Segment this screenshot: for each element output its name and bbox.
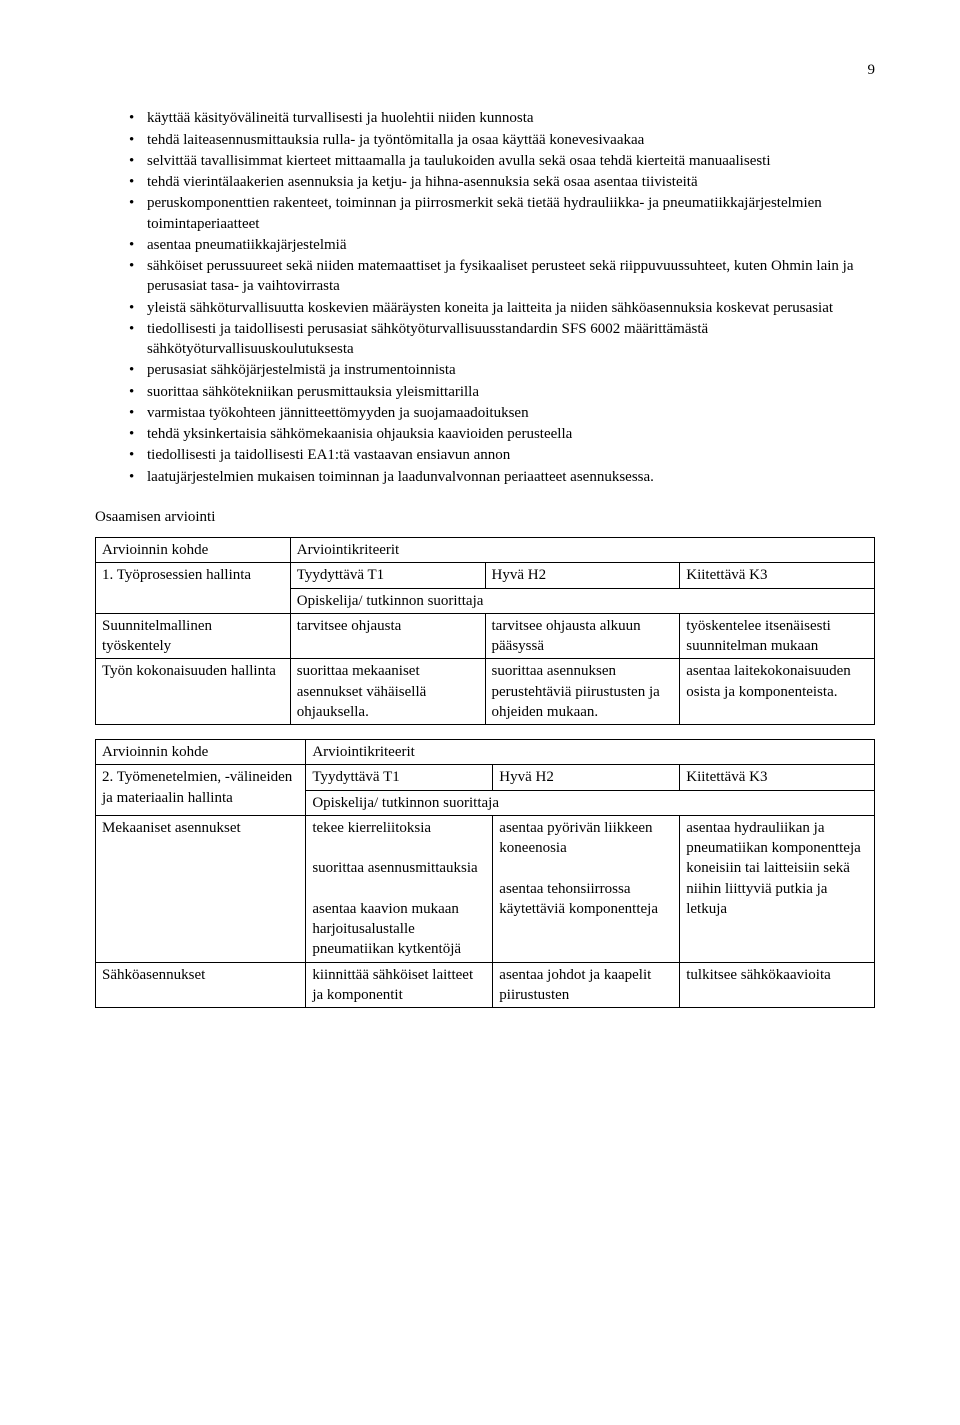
table-cell: 1. Työprosessien hallinta: [96, 563, 291, 614]
table-cell: kiinnittää sähköiset laitteet ja kompone…: [306, 962, 493, 1008]
list-item: tiedollisesti ja taidollisesti perusasia…: [129, 319, 875, 360]
list-item: laatujärjestelmien mukaisen toiminnan ja…: [129, 467, 875, 487]
table-cell: Kiitettävä K3: [680, 765, 875, 790]
list-item: tiedollisesti ja taidollisesti EA1:tä va…: [129, 445, 875, 465]
table-cell: Tyydyttävä T1: [306, 765, 493, 790]
list-item: yleistä sähköturvallisuutta koskevien mä…: [129, 298, 875, 318]
page-number: 9: [95, 60, 875, 80]
table-cell: Arvioinnin kohde: [96, 740, 306, 765]
table-cell: Työn kokonaisuuden hallinta: [96, 659, 291, 725]
table-cell: tulkitsee sähkökaavioita: [680, 962, 875, 1008]
list-item: tehdä laiteasennusmittauksia rulla- ja t…: [129, 130, 875, 150]
list-item: tehdä yksinkertaisia sähkömekaanisia ohj…: [129, 424, 875, 444]
list-item: käyttää käsityövälineitä turvallisesti j…: [129, 108, 875, 128]
table-cell: Hyvä H2: [485, 563, 680, 588]
table-cell: Kiitettävä K3: [680, 563, 875, 588]
table-cell: suorittaa asennuksen perustehtäviä piiru…: [485, 659, 680, 725]
list-item: perusasiat sähköjärjestelmistä ja instru…: [129, 360, 875, 380]
table-cell: Arvioinnin kohde: [96, 538, 291, 563]
table-cell: Hyvä H2: [493, 765, 680, 790]
table-cell: asentaa laitekokonaisuuden osista ja kom…: [680, 659, 875, 725]
table-cell: työskentelee itsenäisesti suunnitelman m…: [680, 613, 875, 659]
list-item: selvittää tavallisimmat kierteet mittaam…: [129, 151, 875, 171]
table-cell: asentaa hydrauliikan ja pneumatiikan kom…: [680, 815, 875, 962]
table-cell: Tyydyttävä T1: [290, 563, 485, 588]
table-cell: Opiskelija/ tutkinnon suorittaja: [290, 588, 874, 613]
list-item: tehdä vierintälaakerien asennuksia ja ke…: [129, 172, 875, 192]
table-cell: asentaa pyörivän liikkeen koneenosia ase…: [493, 815, 680, 962]
bullet-list: käyttää käsityövälineitä turvallisesti j…: [95, 108, 875, 487]
assessment-table-2: Arvioinnin kohde Arviointikriteerit 2. T…: [95, 739, 875, 1008]
table-cell: suorittaa mekaaniset asennukset vähäisel…: [290, 659, 485, 725]
list-item: asentaa pneumatiikkajärjestelmiä: [129, 235, 875, 255]
list-item: peruskomponenttien rakenteet, toiminnan …: [129, 193, 875, 234]
table-cell: Mekaaniset asennukset: [96, 815, 306, 962]
list-item: sähköiset perussuureet sekä niiden matem…: [129, 256, 875, 297]
assessment-table-1: Arvioinnin kohde Arviointikriteerit 1. T…: [95, 537, 875, 725]
assessment-heading: Osaamisen arviointi: [95, 507, 875, 527]
table-cell: Opiskelija/ tutkinnon suorittaja: [306, 790, 875, 815]
table-cell: tekee kierreliitoksia suorittaa asennusm…: [306, 815, 493, 962]
table-cell: Suunnitelmallinen työskentely: [96, 613, 291, 659]
table-cell: tarvitsee ohjausta: [290, 613, 485, 659]
table-cell: Arviointikriteerit: [306, 740, 875, 765]
table-cell: Sähköasennukset: [96, 962, 306, 1008]
list-item: suorittaa sähkötekniikan perusmittauksia…: [129, 382, 875, 402]
list-item: varmistaa työkohteen jännitteettömyyden …: [129, 403, 875, 423]
table-cell: tarvitsee ohjausta alkuun pääsyssä: [485, 613, 680, 659]
table-cell: Arviointikriteerit: [290, 538, 874, 563]
table-cell: 2. Työmenetelmien, -välineiden ja materi…: [96, 765, 306, 816]
table-cell: asentaa johdot ja kaapelit piirustusten: [493, 962, 680, 1008]
